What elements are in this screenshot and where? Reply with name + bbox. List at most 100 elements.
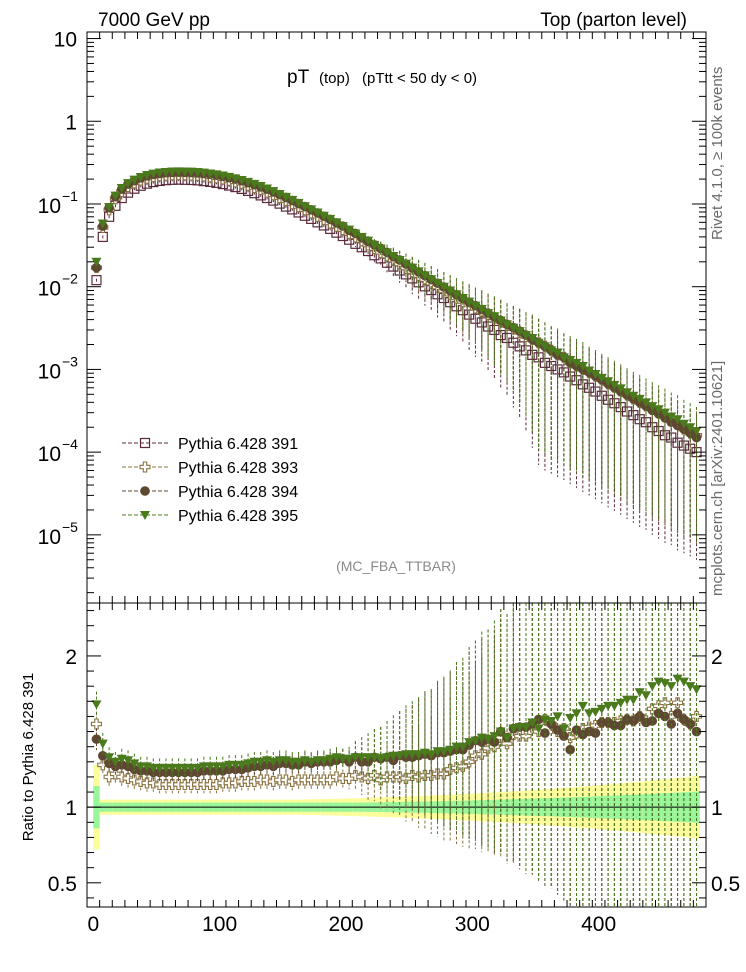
data-point [337, 222, 348, 232]
ratio-point [615, 698, 626, 708]
y-tick-label: 10 [38, 195, 61, 218]
data-point [565, 355, 576, 365]
legend-label: Pythia 6.428 393 [178, 460, 298, 477]
ratio-tick-label-left: 1 [65, 797, 77, 820]
series-pythia-6.428-395 [91, 167, 702, 539]
legend-entry: Pythia 6.428 394 [122, 484, 298, 501]
y-tick-exponent: −5 [62, 519, 78, 535]
ratio-tick-label-right: 2 [711, 646, 723, 669]
ratio-point [634, 711, 645, 722]
ratio-point [400, 750, 411, 760]
data-point [356, 232, 367, 242]
legend-marker [139, 461, 151, 473]
header-right-label: Top (parton level) [540, 10, 687, 31]
plot-title: pT [287, 67, 310, 88]
ratio-point [552, 712, 563, 722]
data-point [382, 248, 393, 258]
ratio-point [243, 759, 254, 769]
ratio-panel [87, 603, 706, 907]
data-point [104, 202, 115, 212]
ratio-point [330, 771, 343, 783]
ratio-point [211, 762, 222, 772]
legend-label: Pythia 6.428 391 [178, 436, 298, 453]
data-point [603, 377, 614, 387]
series-pythia-6.428-391 [91, 174, 702, 560]
data-point [318, 211, 329, 221]
ratio-frame [86, 602, 707, 908]
legend-label: Pythia 6.428 394 [178, 484, 298, 501]
data-point [571, 358, 582, 368]
data-point [363, 236, 374, 246]
data-point [659, 408, 670, 418]
ratio-point [198, 762, 209, 772]
ratio-point [274, 756, 285, 766]
y-tick-exponent: −3 [62, 353, 78, 369]
ratio-point [647, 682, 658, 692]
ratio-point [622, 695, 633, 705]
ratio-point [356, 753, 367, 763]
ratio-tick-label-right: 1 [711, 797, 723, 820]
ratio-point [666, 682, 677, 692]
data-point [476, 304, 487, 314]
ratio-point [577, 701, 588, 711]
ratio-point [508, 724, 519, 734]
data-point [470, 301, 481, 311]
ratio-point [344, 754, 355, 764]
data-point [451, 290, 462, 300]
ratio-point [596, 704, 607, 714]
data-point [123, 179, 134, 189]
ratio-point [110, 757, 121, 767]
ratio-point [659, 679, 670, 689]
ratio-point [205, 762, 216, 772]
data-point [590, 370, 601, 380]
data-point [91, 257, 102, 267]
data-point [445, 286, 456, 296]
ratio-point [407, 750, 418, 760]
ratio-point [356, 771, 368, 783]
data-point [280, 192, 291, 202]
header-left-label: 7000 GeV pp [98, 10, 210, 31]
ratio-point [691, 726, 702, 737]
ratio-point [230, 760, 241, 770]
ratio-point [224, 760, 235, 770]
ratio-point [135, 762, 146, 772]
data-point [539, 342, 550, 352]
x-tick-label: 200 [328, 913, 363, 936]
ratio-point [236, 760, 247, 770]
ratio-point [672, 674, 683, 684]
data-point [502, 320, 513, 330]
ratio-point [128, 774, 140, 786]
ratio-point [388, 751, 399, 761]
data-point [628, 391, 639, 401]
ratio-point [678, 677, 689, 687]
ratio-point [502, 733, 513, 743]
ratio-point [167, 763, 178, 773]
ratio-point [489, 732, 500, 742]
x-tick-label: 300 [455, 913, 490, 936]
data-point [426, 275, 437, 285]
data-point [299, 202, 310, 212]
data-point [558, 353, 569, 363]
plot-title-cut: (pTtt < 50 dy < 0) [362, 70, 477, 87]
x-tick-label: 0 [87, 913, 99, 936]
x-tick-label: 400 [581, 913, 616, 936]
ratio-point [546, 716, 557, 726]
data-point [407, 263, 418, 273]
y-tick-exponent: −1 [62, 188, 78, 204]
ratio-point [457, 742, 468, 752]
data-point [293, 198, 304, 208]
ratio-axis-label: Ratio to Pythia 6.428 391 [20, 673, 37, 841]
ratio-point [590, 707, 601, 717]
ratio-point [192, 763, 203, 773]
data-point [369, 240, 380, 250]
ratio-point [483, 735, 494, 745]
ratio-point [97, 739, 108, 749]
data-point [142, 171, 153, 181]
ratio-point [186, 763, 197, 773]
data-point [577, 361, 588, 371]
ratio-point [445, 745, 456, 755]
data-point [483, 309, 494, 319]
ratio-point [173, 763, 184, 773]
data-point [495, 316, 506, 326]
